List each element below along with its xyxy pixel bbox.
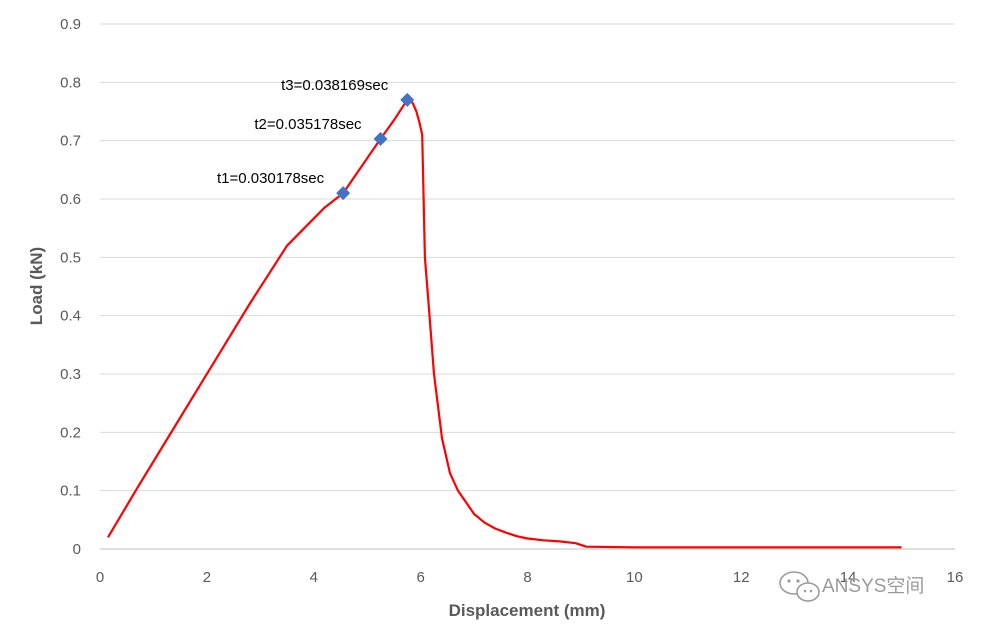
y-tick-label: 0.1	[60, 483, 81, 500]
x-tick-label: 14	[840, 569, 857, 586]
series-layer	[107, 98, 902, 549]
y-tick-label: 0.3	[60, 366, 81, 383]
x-tick-label: 4	[310, 569, 318, 586]
y-tick-label: 0.5	[60, 249, 81, 266]
wechat-icon	[779, 571, 820, 602]
y-tick-label: 0.7	[60, 133, 81, 150]
x-tick-label: 6	[416, 569, 424, 586]
grid-lines	[100, 23, 955, 550]
watermark-text: ANSYS空间	[822, 575, 924, 597]
marker-label: t3=0.038169sec	[281, 77, 389, 94]
data-marker	[400, 92, 415, 107]
x-tick-label: 0	[96, 569, 104, 586]
data-marker	[336, 186, 351, 201]
x-tick-labels: 0 2 4 6 8 10 12 14 16	[96, 569, 964, 586]
x-axis-title: Displacement (mm)	[449, 601, 606, 620]
y-tick-label: 0.4	[60, 308, 81, 325]
y-tick-labels: 0 0.1 0.2 0.3 0.4 0.5 0.6 0.7 0.8 0.9	[60, 16, 81, 558]
x-tick-label: 2	[203, 569, 211, 586]
x-tick-label: 10	[626, 569, 643, 586]
marker-label: t1=0.030178sec	[217, 170, 325, 187]
watermark: ANSYS空间	[779, 571, 924, 602]
y-tick-label: 0	[73, 541, 81, 558]
marker-layer: t1=0.030178sec t2=0.035178sec t3=0.038169s…	[217, 77, 415, 201]
y-axis-title: Load (kN)	[27, 247, 46, 325]
x-tick-label: 12	[733, 569, 750, 586]
marker-label: t2=0.035178sec	[254, 116, 362, 133]
x-tick-label: 16	[947, 569, 964, 586]
y-tick-label: 0.9	[60, 16, 81, 33]
data-marker	[373, 131, 388, 146]
series-line	[107, 98, 902, 549]
x-tick-label: 8	[523, 569, 531, 586]
y-tick-label: 0.2	[60, 424, 81, 441]
y-tick-label: 0.8	[60, 74, 81, 91]
y-tick-label: 0.6	[60, 191, 81, 208]
